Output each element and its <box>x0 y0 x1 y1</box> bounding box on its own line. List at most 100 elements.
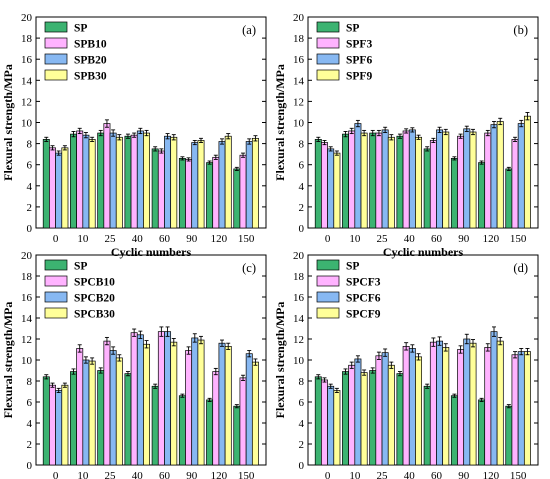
legend-swatch <box>44 37 68 49</box>
bar <box>130 134 138 229</box>
bar <box>505 405 513 466</box>
x-tick-label: 150 <box>510 233 527 245</box>
bar <box>164 135 172 229</box>
y-tick-label: 16 <box>293 54 305 66</box>
bar <box>103 340 111 466</box>
bar <box>206 162 214 229</box>
y-tick-label: 4 <box>299 418 305 430</box>
bar <box>115 357 123 466</box>
y-tick-label: 2 <box>299 202 305 214</box>
bar <box>387 136 395 229</box>
legend-label: SPCF3 <box>346 277 381 289</box>
bar <box>151 385 159 466</box>
legend-swatch <box>316 21 340 33</box>
y-axis-title: Flexural strength/MPa <box>273 302 287 419</box>
bar <box>429 140 437 229</box>
legend-swatch <box>44 69 68 81</box>
bar <box>233 168 241 229</box>
bar <box>314 376 322 466</box>
bar <box>396 135 404 229</box>
x-tick-label: 0 <box>53 233 59 245</box>
x-axis-title: Cyclic numbers <box>383 245 464 259</box>
bar <box>457 135 465 229</box>
y-tick-label: 4 <box>27 181 33 193</box>
bar <box>170 341 178 466</box>
bar <box>517 351 525 466</box>
y-tick-label: 4 <box>299 181 305 193</box>
bar <box>251 361 259 466</box>
bar <box>396 373 404 466</box>
bar <box>327 385 335 466</box>
x-tick-label: 0 <box>53 470 59 479</box>
y-axis-title: Flexural strength/MPa <box>1 302 15 419</box>
y-tick-label: 0 <box>299 223 305 235</box>
bar <box>402 346 410 466</box>
x-tick-label: 40 <box>132 470 144 479</box>
legend-label: SPCF9 <box>346 309 381 321</box>
bar <box>484 132 492 229</box>
bar <box>88 139 96 229</box>
chart-panel-0: 0 2 4 6 8 10 12 14 16 18 20 0 10 25 40 60 90 120 150 Cyclic… <box>1 12 267 259</box>
bar <box>342 371 349 466</box>
bar <box>408 348 416 466</box>
legend-label: SP <box>346 261 359 273</box>
bar <box>42 139 50 229</box>
y-tick-label: 20 <box>293 250 305 262</box>
bar <box>224 346 232 466</box>
y-tick-label: 14 <box>293 313 305 325</box>
bar <box>103 123 111 229</box>
panel-label: (b) <box>513 23 528 37</box>
bar <box>245 353 253 466</box>
bar <box>333 152 341 229</box>
bar <box>463 338 471 466</box>
legend-label: SPF3 <box>346 39 372 51</box>
chart-panel-1: 0 2 4 6 8 10 12 14 16 18 20 0 10 25 40 60 90 120 150 Cyclic… <box>273 12 539 259</box>
bar <box>342 133 349 229</box>
panel-label: (d) <box>513 261 528 275</box>
bar <box>143 343 151 466</box>
bar <box>239 377 247 466</box>
bar <box>360 372 368 466</box>
bar <box>327 148 335 229</box>
bar <box>436 129 444 229</box>
bar <box>82 134 90 229</box>
y-tick-label: 12 <box>21 96 32 108</box>
x-tick-label: 60 <box>431 233 443 245</box>
y-tick-label: 8 <box>299 139 305 151</box>
bar <box>206 399 214 466</box>
bar <box>130 332 138 466</box>
x-tick-label: 0 <box>325 233 331 245</box>
bar <box>157 331 165 466</box>
legend-label: SPCF6 <box>346 293 381 305</box>
x-tick-label: 120 <box>483 470 500 479</box>
bar <box>375 132 383 229</box>
bar <box>381 352 389 466</box>
bar <box>484 347 492 466</box>
x-tick-label: 90 <box>186 233 198 245</box>
chart-panel-3: 0246810121416182001025406090120150Cyclic… <box>273 250 539 479</box>
y-tick-label: 6 <box>27 160 33 172</box>
bar <box>49 384 56 466</box>
legend-label: SPCB30 <box>74 309 115 321</box>
x-tick-label: 60 <box>431 470 443 479</box>
x-tick-label: 90 <box>186 470 198 479</box>
bar <box>136 334 144 466</box>
bar <box>321 142 328 229</box>
bar <box>239 154 247 229</box>
bar <box>212 156 220 229</box>
bar <box>354 123 362 229</box>
legend-label: SPCB10 <box>74 277 115 289</box>
y-tick-label: 14 <box>21 313 33 325</box>
x-tick-label: 60 <box>159 233 171 245</box>
bar <box>55 152 63 229</box>
bar <box>61 147 69 229</box>
bar <box>505 168 513 229</box>
bar <box>178 158 186 229</box>
bar <box>224 135 232 229</box>
y-tick-label: 2 <box>27 439 33 451</box>
x-tick-label: 120 <box>211 470 228 479</box>
x-tick-label: 25 <box>105 470 117 479</box>
bar <box>185 159 193 229</box>
y-tick-label: 18 <box>293 271 305 283</box>
y-axis-title: Flexural strength/MPa <box>1 64 15 181</box>
